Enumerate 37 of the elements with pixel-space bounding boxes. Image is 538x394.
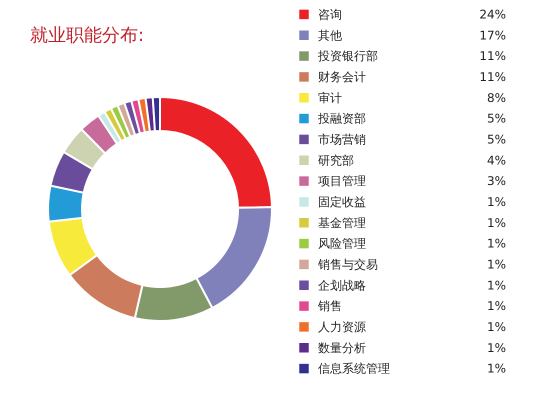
legend-label: 信息系统管理: [318, 362, 390, 376]
legend-label: 项目管理: [318, 174, 366, 188]
data-label: 17%: [479, 28, 506, 42]
data-label: 24%: [479, 7, 506, 22]
data-label: 8%: [486, 90, 506, 105]
legend-label: 风险管理: [318, 236, 366, 251]
data-label: 3%: [486, 174, 506, 188]
data-label: 1%: [486, 236, 506, 251]
text: 就业职能分布:: [30, 25, 144, 46]
data-label: 1%: [486, 257, 506, 272]
data-label: 5%: [486, 132, 506, 146]
data-label: 1%: [486, 362, 506, 376]
data-label: 1%: [486, 216, 506, 230]
legend-label: 市场营销: [318, 132, 366, 146]
legend-label: 投融资部: [317, 112, 366, 126]
legend-label: 咨询: [318, 7, 342, 22]
legend-label: 销售与交易: [317, 257, 378, 272]
legend-label: 企划战略: [318, 278, 366, 292]
data-label: 1%: [486, 340, 506, 355]
data-label: 11%: [479, 49, 506, 64]
legend-label: 研究部: [318, 153, 354, 168]
legend-label: 销售: [317, 299, 342, 314]
legend-label: 其他: [318, 28, 342, 42]
legend-label: 财务会计: [318, 70, 366, 84]
legend-label: 人力资源: [318, 320, 366, 334]
data-label: 5%: [486, 112, 506, 126]
legend-label: 投资银行部: [317, 49, 378, 64]
data-label: 11%: [479, 70, 506, 84]
data-label: 1%: [486, 299, 506, 314]
legend-label: 数量分析: [318, 340, 366, 355]
data-label: 1%: [486, 278, 506, 292]
legend-label: 审计: [318, 90, 342, 105]
data-label: 1%: [486, 194, 506, 209]
legend-label: 基金管理: [318, 216, 366, 230]
legend-label: 固定收益: [318, 194, 366, 209]
data-label: 4%: [486, 153, 506, 168]
data-label: 1%: [486, 320, 506, 334]
